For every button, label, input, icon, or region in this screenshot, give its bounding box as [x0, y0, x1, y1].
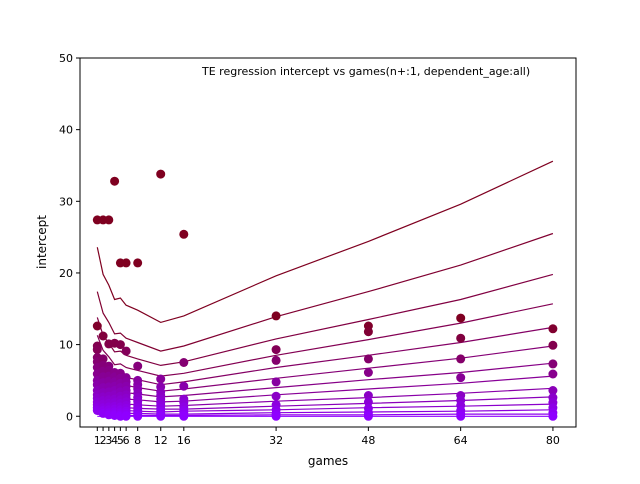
data-point: [548, 369, 558, 379]
data-point: [456, 373, 466, 383]
data-point: [110, 176, 120, 186]
y-tick-label: 40: [59, 124, 73, 137]
x-tick-label: 5: [117, 434, 124, 447]
data-point: [156, 169, 166, 179]
y-tick-label: 50: [59, 52, 73, 65]
data-point: [271, 345, 281, 355]
data-point: [98, 331, 108, 341]
y-tick-label: 10: [59, 339, 73, 352]
data-point: [121, 258, 131, 268]
data-point: [271, 411, 281, 421]
data-point: [363, 354, 373, 364]
plot-area: [92, 160, 558, 421]
data-point: [156, 411, 166, 421]
x-tick-label: 2: [100, 434, 107, 447]
data-point: [363, 411, 373, 421]
data-point: [363, 368, 373, 377]
data-point: [548, 324, 558, 334]
data-point: [548, 411, 558, 421]
axes-frame: [79, 57, 577, 428]
data-point: [92, 321, 102, 331]
x-tick-label: 32: [269, 434, 283, 447]
y-tick-label: 20: [59, 267, 73, 280]
data-point: [271, 377, 281, 387]
data-point: [363, 327, 373, 337]
x-tick-label: 1: [94, 434, 101, 447]
x-tick-label: 16: [177, 434, 191, 447]
data-point: [133, 361, 143, 371]
data-point: [271, 391, 281, 401]
data-point: [133, 411, 143, 421]
data-point: [456, 354, 466, 364]
x-tick-label: 80: [546, 434, 560, 447]
data-point: [179, 229, 189, 239]
x-tick-label: 3: [105, 434, 112, 447]
data-point: [363, 391, 373, 400]
data-point: [92, 345, 102, 355]
y-tick-label: 30: [59, 195, 73, 208]
y-axis-label: intercept: [35, 215, 49, 269]
data-point: [456, 313, 466, 323]
data-point: [133, 258, 143, 268]
x-tick-label: 48: [361, 434, 375, 447]
x-axis-label: games: [308, 454, 348, 468]
data-point: [548, 386, 558, 395]
data-point: [179, 381, 189, 391]
data-point: [456, 333, 466, 343]
x-tick-label: 6: [123, 434, 130, 447]
y-tick-label: 0: [66, 410, 73, 423]
x-tick-label: 12: [154, 434, 168, 447]
data-point: [363, 397, 373, 407]
data-point: [121, 411, 131, 421]
data-point: [179, 358, 189, 367]
data-point: [104, 215, 114, 225]
series-line: [96, 160, 554, 324]
data-point: [456, 411, 466, 421]
data-point: [98, 354, 108, 364]
chart-title: TE regression intercept vs games(n+:1, d…: [201, 65, 530, 78]
data-point: [179, 411, 189, 421]
x-tick-label: 8: [134, 434, 141, 447]
data-point: [115, 340, 125, 350]
x-tick-label: 4: [111, 434, 118, 447]
data-point: [121, 346, 131, 356]
data-point: [548, 340, 558, 350]
data-point: [271, 355, 281, 365]
x-tick-label: 64: [454, 434, 468, 447]
data-point: [271, 311, 281, 321]
series-line: [96, 232, 554, 352]
data-point: [156, 374, 166, 384]
data-point: [548, 359, 558, 369]
